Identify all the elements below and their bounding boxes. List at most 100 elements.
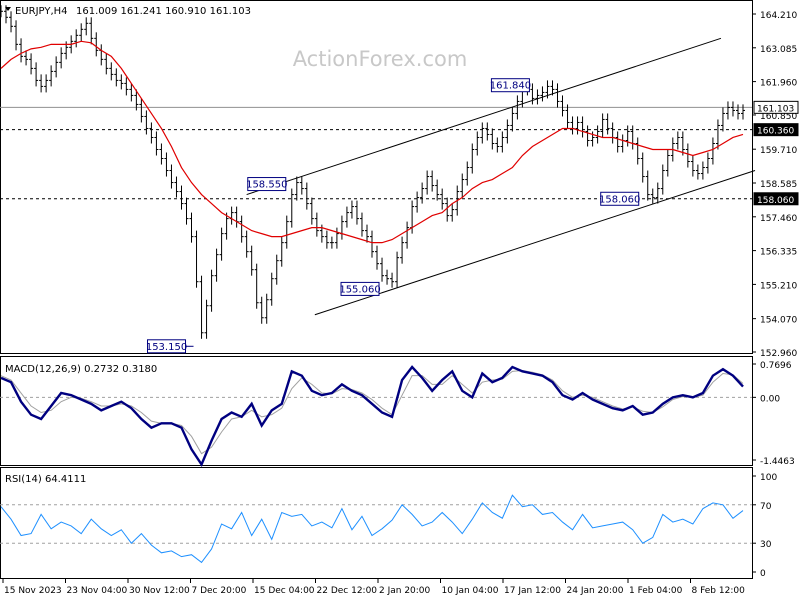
annotation-text: 153.150: [146, 342, 187, 353]
price-bar: [44, 74, 49, 93]
price-bar: [465, 161, 470, 186]
rsi-line: [0, 494, 744, 564]
price-bar: [84, 17, 89, 36]
price-bar: [299, 176, 304, 195]
price-bar: [144, 110, 149, 135]
price-axis-label: 154.070: [760, 316, 797, 326]
price-bar: [179, 185, 184, 210]
price-bar: [279, 236, 284, 267]
price-bar: [430, 170, 435, 192]
annotation-text: 158.060: [599, 194, 640, 205]
level-tag-box: [753, 123, 799, 137]
price-axis-label: 161.960: [760, 79, 797, 89]
price-bar: [274, 254, 279, 285]
price-bar: [415, 191, 420, 213]
price-bar: [400, 236, 405, 264]
price-bar: [269, 272, 274, 306]
price-bar: [349, 200, 354, 219]
price-bar: [560, 95, 565, 117]
level-tag-text: 161.103: [757, 104, 794, 114]
rsi-layer: RSI(14) 64.4111: [0, 474, 752, 564]
price-bar: [470, 143, 475, 174]
price-bar: [690, 155, 695, 177]
level-tag-2: 160.360: [753, 123, 799, 137]
panel-frames: [0, 0, 753, 579]
price-bar: [615, 131, 620, 153]
price-bar: [440, 188, 445, 210]
price-bar: [435, 179, 440, 201]
price-bar: [339, 215, 344, 240]
price-axis-label: 152.960: [760, 349, 797, 359]
price-bar: [289, 188, 294, 228]
price-bar: [89, 17, 94, 45]
price-bar: [154, 131, 159, 156]
annotation-text: 161.840: [490, 81, 531, 92]
price-bar: [540, 86, 545, 102]
price-bar: [480, 122, 485, 144]
price-bar: [605, 113, 610, 135]
price-bar: [395, 251, 400, 288]
price-panel-frame: [0, 0, 753, 354]
price-bar: [715, 119, 720, 150]
x-axis-label: 7 Dec 20:00: [192, 586, 247, 596]
price-bar: [174, 176, 179, 198]
price-bar: [545, 80, 550, 99]
price-bar: [334, 227, 339, 249]
price-bar: [500, 131, 505, 153]
x-axis-label: 15 Dec 04:00: [254, 586, 315, 596]
price-bar: [741, 104, 745, 120]
price-bar: [59, 47, 64, 69]
price-bar: [475, 131, 480, 156]
price-bar: [535, 89, 540, 105]
price-axis-label: 163.085: [760, 45, 797, 55]
rsi-panel-frame: [0, 467, 753, 579]
price-bar: [635, 137, 640, 165]
macd-layer: MACD(12,26,9) 0.2732 0.3180: [0, 364, 752, 468]
price-bar: [304, 182, 309, 210]
ohlc-values: 161.009 161.241 160.910 161.103: [76, 6, 251, 17]
annotation-box: [600, 191, 640, 206]
price-bar: [695, 164, 700, 180]
x-axis-label: 30 Nov 12:00: [129, 586, 190, 596]
price-bar: [580, 116, 585, 138]
annotation-box: [490, 78, 530, 93]
price-axis-label: 159.710: [760, 146, 797, 156]
price-bar: [314, 212, 319, 237]
price-bar: [490, 128, 495, 150]
price-axis-label: 157.460: [760, 214, 797, 224]
price-bar: [620, 134, 625, 153]
price-bar: [139, 98, 144, 123]
price-annotation-5: 158.060: [599, 191, 640, 206]
price-bar: [329, 236, 334, 249]
price-bar: [680, 131, 685, 156]
price-bar: [219, 227, 224, 261]
rsi-axis-label: 70: [760, 502, 772, 512]
x-axis-label: 15 Nov 2023: [4, 586, 62, 596]
price-bar: [239, 215, 244, 243]
symbol-label: EURJPY,H4: [15, 6, 68, 17]
price-bar: [4, 5, 9, 24]
macd-axis-label: -1.4463: [760, 457, 795, 467]
price-bar: [159, 143, 164, 165]
price-bar: [324, 230, 329, 249]
price-axis-label: 158.585: [760, 180, 797, 190]
price-bar: [450, 203, 455, 222]
price-bar: [229, 206, 234, 225]
price-bar: [169, 164, 174, 189]
price-annotation-1: 153.150: [146, 339, 194, 354]
level-tag-3: 158.060: [753, 192, 799, 206]
price-bar: [600, 113, 605, 138]
price-bar: [370, 230, 374, 258]
x-axis-label: 23 Nov 04:00: [67, 586, 128, 596]
price-bar: [364, 224, 369, 243]
price-bar: [234, 206, 239, 228]
price-bar: [575, 116, 580, 135]
price-bar: [510, 107, 515, 132]
price-bar: [294, 176, 299, 201]
price-bar: [29, 53, 34, 75]
price-bar: [495, 137, 500, 153]
x-axis-label: 8 Feb 12:00: [692, 586, 746, 596]
price-bar: [49, 65, 54, 87]
price-bar: [184, 197, 189, 225]
